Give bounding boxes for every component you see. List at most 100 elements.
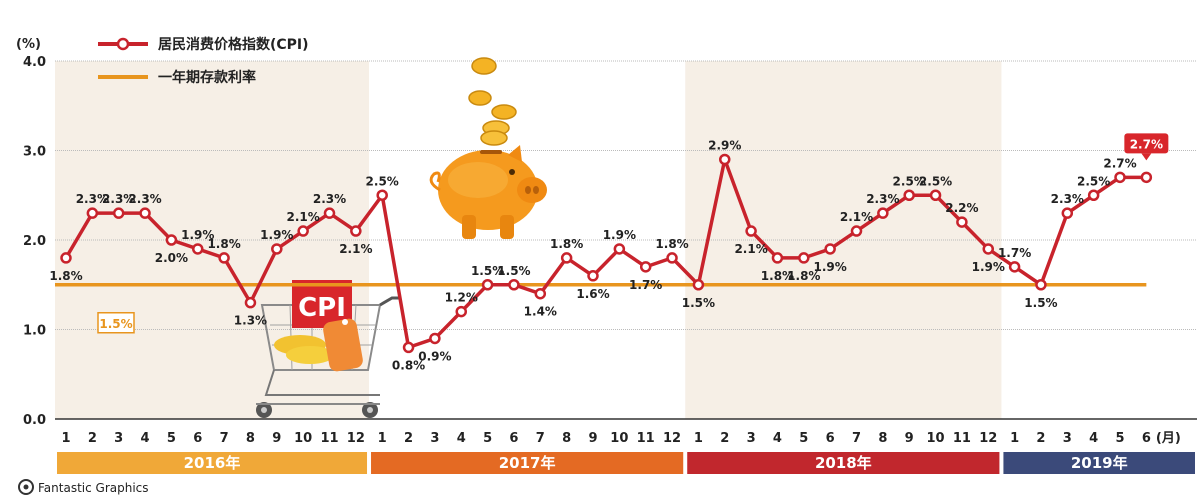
cpi-point — [613, 243, 626, 255]
x-tick-label: 7 — [852, 431, 861, 446]
year-band-label: 2016年 — [184, 454, 241, 472]
cpi-data-label: 1.9% — [181, 228, 214, 242]
x-tick-label: 4 — [457, 431, 466, 446]
cpi-data-label: 1.8% — [761, 269, 794, 283]
cpi-point — [1140, 171, 1153, 184]
cpi-data-label: 2.3% — [866, 192, 899, 206]
cpi-point — [745, 225, 757, 237]
cpi-data-label: 2.3% — [128, 192, 161, 206]
grid-lines — [55, 60, 1197, 420]
month-unit-label: (月) — [1156, 431, 1181, 446]
x-tick-label: 6 — [1142, 431, 1151, 446]
cpi-point — [798, 252, 810, 264]
cpi-data-label: 2.1% — [287, 210, 320, 224]
x-tick-label: 1 — [1010, 431, 1019, 446]
year-band — [57, 452, 368, 474]
cpi-point — [903, 189, 915, 201]
year-band — [371, 452, 684, 474]
cpi-data-label: 2.1% — [734, 242, 767, 256]
year-band-label: 2017年 — [499, 454, 556, 472]
cpi-point — [244, 296, 257, 309]
cpi-data-label: 2.2% — [945, 201, 978, 215]
cpi-point — [323, 207, 336, 219]
x-tick-label: 1 — [694, 431, 703, 446]
cpi-point — [192, 243, 204, 255]
cpi-data-label: 2.7% — [1103, 156, 1136, 170]
cpi-point — [824, 243, 836, 255]
cpi-data-label: 1.7% — [629, 278, 662, 292]
cpi-data-label: 1.8% — [49, 269, 82, 283]
x-tick-label: 3 — [1063, 431, 1072, 446]
x-tick-label: 10 — [294, 431, 312, 446]
cpi-point — [218, 252, 230, 264]
cpi-point — [1035, 279, 1047, 291]
x-tick-label: 5 — [1115, 431, 1124, 446]
year-band-label: 2019年 — [1071, 454, 1128, 472]
x-tick-label: 9 — [272, 431, 281, 446]
y-tick-label: 4.0 — [23, 55, 46, 70]
cpi-point — [692, 279, 705, 291]
x-tick-label: 2 — [404, 431, 413, 446]
x-tick-label: 2 — [88, 431, 97, 446]
x-tick-label: 3 — [747, 431, 756, 446]
x-tick-label: 8 — [246, 431, 255, 446]
x-tick-label: 12 — [979, 431, 997, 446]
piggy-bank-illustration — [429, 57, 547, 239]
cpi-data-label: 1.5% — [471, 264, 504, 278]
cpi-data-label: 1.4% — [524, 305, 557, 319]
cpi-point — [86, 207, 99, 219]
cpi-data-label: 2.5% — [366, 174, 399, 188]
cpi-data-label: 1.9% — [814, 260, 847, 274]
x-tick-label: 6 — [509, 431, 518, 446]
legend-cpi-marker — [116, 37, 130, 51]
cpi-line — [64, 157, 1147, 350]
cpi-point — [982, 243, 994, 255]
cpi-point — [60, 252, 72, 264]
cart-sign-text: CPI — [298, 293, 346, 323]
cpi-point — [929, 189, 942, 201]
cpi-data-label: 2.9% — [708, 138, 741, 152]
cpi-point — [350, 225, 362, 237]
cpi-point — [455, 305, 467, 318]
x-tick-label: 4 — [1089, 431, 1098, 446]
x-tick-label: 6 — [826, 431, 835, 446]
cpi-point — [1087, 189, 1100, 201]
x-tick-label: 6 — [193, 431, 202, 446]
rate-label: 1.5% — [99, 317, 132, 331]
legend-cpi-label: 居民消费价格指数(CPI) — [158, 36, 309, 53]
cpi-data-label: 1.9% — [603, 228, 636, 242]
cpi-point — [1114, 171, 1126, 184]
cpi-data-label: 1.9% — [972, 260, 1005, 274]
cpi-last-label-box — [1124, 133, 1169, 154]
y-tick-label: 0.0 — [23, 413, 46, 428]
cpi-point — [771, 252, 784, 264]
cpi-data-label: 2.3% — [102, 192, 135, 206]
x-tick-label: 3 — [114, 431, 123, 446]
cpi-point — [534, 287, 547, 300]
x-tick-label: 5 — [799, 431, 808, 446]
cpi-point — [587, 270, 599, 282]
cpi-data-label: 2.3% — [313, 192, 346, 206]
cpi-point — [956, 216, 968, 228]
cpi-data-label: 2.5% — [919, 174, 952, 188]
x-tick-label: 5 — [483, 431, 492, 446]
year-band — [1003, 452, 1195, 474]
x-tick-label: 10 — [610, 431, 628, 446]
cpi-point — [666, 252, 678, 264]
x-tick-label: 10 — [927, 431, 945, 446]
credit-text: Fantastic Graphics — [38, 481, 149, 495]
cpi-data-label: 0.9% — [418, 349, 451, 363]
series-lines — [55, 157, 1147, 350]
cpi-point — [402, 341, 415, 354]
legend-rate-label: 一年期存款利率 — [158, 69, 256, 86]
x-tick-label: 11 — [320, 431, 338, 446]
cpi-point — [297, 225, 309, 237]
x-tick-label: 4 — [773, 431, 782, 446]
cpi-data-label: 2.7% — [1130, 137, 1163, 151]
cpi-point — [429, 332, 441, 345]
cpi-point — [1008, 261, 1021, 273]
cpi-data-label: 1.8% — [207, 237, 240, 251]
cpi-point — [508, 279, 520, 291]
credit-logo-icon — [18, 479, 34, 495]
